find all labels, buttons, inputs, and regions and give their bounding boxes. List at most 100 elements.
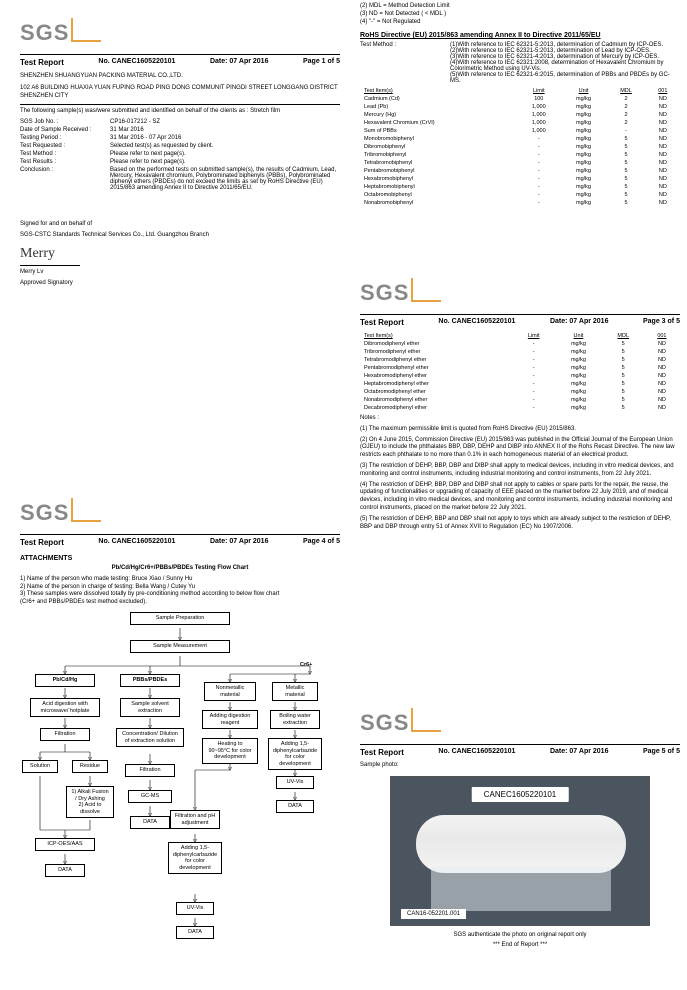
report-date: Date: 07 Apr 2016	[210, 58, 269, 67]
flow-box-phadj: Filtration and pH adjustment	[170, 810, 220, 829]
flow-col-1: Pb/Cd/Hg	[35, 674, 95, 687]
report-title: Test Report	[360, 318, 404, 327]
report-header-3: Test Report No. CANEC1605220101 Date: 07…	[360, 318, 680, 329]
flow-box-uv-2: UV-Vis	[176, 902, 214, 915]
field-key: SGS Job No. :	[20, 119, 110, 125]
page-2: (2) MDL = Method Detection Limit(3) ND =…	[360, 0, 680, 210]
field-val: Selected test(s) as requested by client.	[110, 143, 340, 149]
flow-box-meas: Sample Measurement	[130, 640, 230, 653]
sgs-logo: SGS	[20, 20, 340, 46]
report-number: No. CANEC1605220101	[98, 58, 175, 67]
notes-label: Notes :	[360, 415, 680, 423]
flow-box-heat: Heating to 90~95°C for color development	[202, 738, 258, 764]
flow-box-data-3: DATA	[276, 800, 314, 813]
report-page: Page 1 of 5	[303, 58, 340, 67]
report-header: Test Report No. CANEC1605220101 Date: 07…	[20, 58, 340, 69]
flow-box-met: Metallic material	[272, 682, 318, 701]
flow-box-filt-2: Filtration	[125, 764, 175, 777]
company-addr: 102 A6 BUILDING HUAXIA YUAN FUPING ROAD …	[20, 85, 340, 101]
field-val: Please refer to next page(s).	[110, 159, 340, 165]
report-title: Test Report	[360, 748, 404, 757]
field-val: 31 Mar 2016 - 07 Apr 2016	[110, 135, 340, 141]
flow-box-icp: ICP-OES/AAS	[35, 838, 95, 851]
field-key: Test Results :	[20, 159, 110, 165]
field-val: Based on the performed tests on submitte…	[110, 167, 340, 191]
rohs-title: RoHS Directive (EU) 2015/863 amending An…	[360, 32, 680, 39]
sign-role: Approved Signatory	[20, 280, 340, 288]
report-page: Page 3 of 5	[643, 318, 680, 327]
report-date: Date: 07 Apr 2016	[210, 538, 269, 547]
report-header-4: Test Report No. CANEC1605220101 Date: 07…	[20, 538, 340, 549]
page-3: SGS Test Report No. CANEC1605220101 Date…	[360, 280, 680, 534]
field-key: Conclusion :	[20, 167, 110, 191]
footer-2: *** End of Report ***	[360, 942, 680, 948]
sgs-logo: SGS	[360, 710, 680, 736]
page-5: SGS Test Report No. CANEC1605220101 Date…	[360, 710, 680, 952]
page-1: SGS Test Report No. CANEC1605220101 Date…	[20, 20, 340, 290]
flow-box-data-1: DATA	[45, 864, 85, 877]
methods-list: (1)With reference to IEC 62321-5:2013, d…	[450, 42, 680, 84]
photo-film	[431, 867, 611, 911]
flow-box-addreag: Adding digestion reagent	[202, 710, 258, 729]
sample-photo-label: Sample photo:	[360, 762, 680, 770]
report-page: Page 5 of 5	[643, 748, 680, 757]
notes-list: (1) The maximum permissible limit is quo…	[360, 426, 680, 532]
photo-code-bot: CAN16-052201.001	[401, 909, 466, 919]
report-header-5: Test Report No. CANEC1605220101 Date: 07…	[360, 748, 680, 759]
flowchart: Sample Preparation Sample Measurement Pb…	[20, 610, 340, 990]
flow-col-2: PBBs/PBDEs	[120, 674, 180, 687]
field-key: Date of Sample Received :	[20, 127, 110, 133]
company-name: SHENZHEN SHUANGYUAN PACKING MATERIAL CO.…	[20, 73, 340, 81]
report-title: Test Report	[20, 538, 64, 547]
flow-box-conc: Concentration/ Dilution of extraction so…	[116, 728, 184, 747]
field-val: CP16-017212 - SZ	[110, 119, 340, 125]
flow-col-3: Cr6+	[300, 662, 312, 668]
results-table-1: Test Item(s)LimitUnitMDL001Cadmium (Cd)1…	[360, 87, 680, 207]
footer-1: SGS authenticate the photo on original r…	[360, 932, 680, 938]
field-key: Testing Period :	[20, 135, 110, 141]
mdl-notes: (2) MDL = Method Detection Limit(3) ND =…	[360, 3, 680, 26]
signature-image: Merry	[20, 246, 340, 262]
flow-box-acid: Acid digestion with microwave/ hotplate	[30, 698, 100, 717]
field-key: Test Method :	[20, 151, 110, 157]
intro: The following sample(s) was/were submitt…	[20, 108, 340, 116]
photo-roll	[416, 815, 626, 873]
results-table-2: Test Item(s)LimitUnitMDL001Dibromodiphen…	[360, 332, 680, 412]
flow-box-prep: Sample Preparation	[130, 612, 230, 625]
photo-code-top: CANEC1605220101	[472, 787, 569, 802]
flow-box-data-2: DATA	[130, 816, 170, 829]
sgs-logo: SGS	[360, 280, 680, 306]
report-number: No. CANEC1605220101	[438, 748, 515, 757]
report-title: Test Report	[20, 58, 64, 67]
report-number: No. CANEC1605220101	[98, 538, 175, 547]
method-label: Test Method :	[360, 42, 450, 84]
flow-box-data-4: DATA	[176, 926, 214, 939]
sgs-logo: SGS	[20, 500, 340, 526]
report-date: Date: 07 Apr 2016	[550, 318, 609, 327]
flow-notes: 1) Name of the person who made testing: …	[20, 576, 340, 607]
flow-box-filt: Filtration	[40, 728, 90, 741]
field-val: Please refer to next page(s).	[110, 151, 340, 157]
report-date: Date: 07 Apr 2016	[550, 748, 609, 757]
sign-for: Signed for and on behalf of	[20, 221, 340, 229]
page-4: SGS Test Report No. CANEC1605220101 Date…	[20, 500, 340, 990]
flow-box-boil: Boiling water extraction	[270, 710, 320, 729]
flow-box-carb: Adding 1,5-diphenylcarbazide for color d…	[268, 738, 322, 770]
signature-block: Signed for and on behalf of SGS-CSTC Sta…	[20, 221, 340, 287]
attachments-heading: ATTACHMENTS	[20, 555, 340, 562]
field-val: 31 Mar 2016	[110, 127, 340, 133]
flow-box-nonm: Nonmetallic material	[204, 682, 256, 701]
sign-org: SGS-CSTC Standards Technical Services Co…	[20, 232, 340, 240]
flow-box-sol: Solution	[22, 760, 58, 773]
flow-box-gcms: GC-MS	[128, 790, 172, 803]
report-number: No. CANEC1605220101	[438, 318, 515, 327]
flow-title: Pb/Cd/Hg/Cr6+/PBBs/PBDEs Testing Flow Ch…	[20, 565, 340, 573]
sample-photo: CANEC1605220101 CAN16-052201.001	[390, 776, 650, 926]
flow-box-res: Residue	[72, 760, 108, 773]
flow-box-solv: Sample solvent extraction	[120, 698, 180, 717]
sign-name: Merry Lv	[20, 269, 340, 277]
flow-box-carb-2: Adding 1,5-diphenylcarbazide for color d…	[168, 842, 222, 874]
flow-box-uv: UV-Vis	[276, 776, 314, 789]
flow-box-alkali: 1) Alkali Fusion / Dry Ashing 2) Acid to…	[66, 786, 114, 818]
report-page: Page 4 of 5	[303, 538, 340, 547]
